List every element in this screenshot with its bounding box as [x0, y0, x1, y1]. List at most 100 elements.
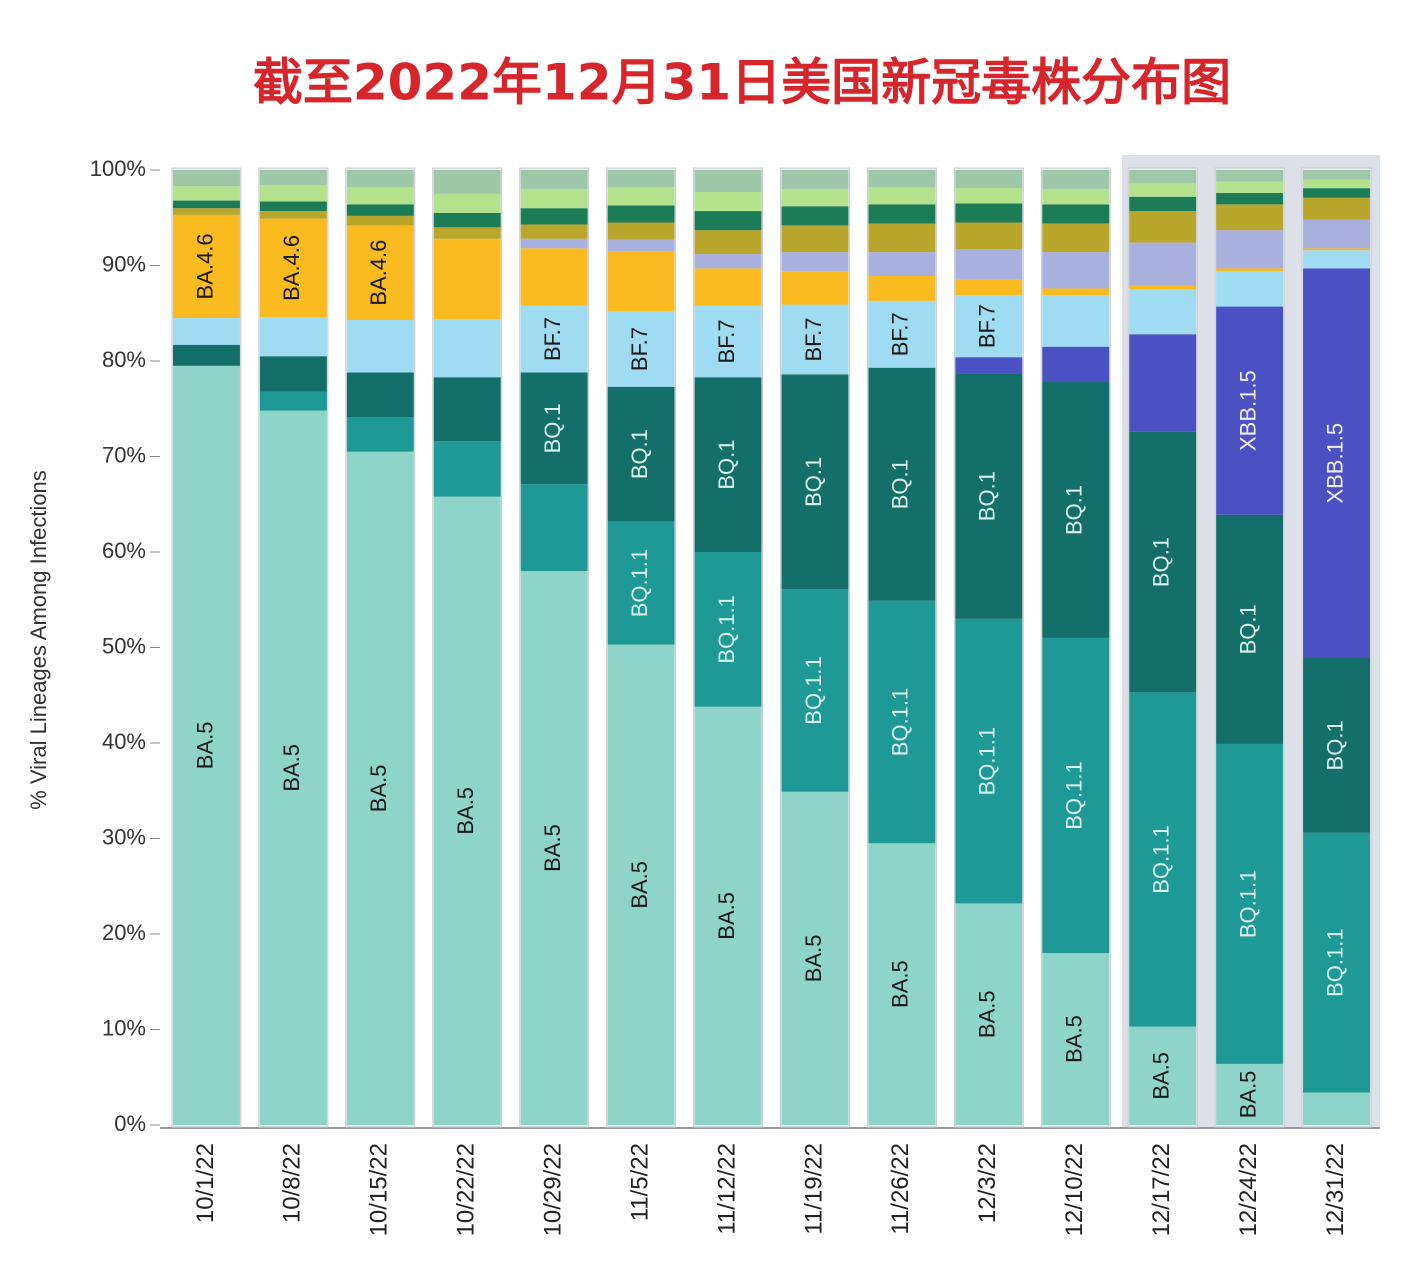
bar-segment [520, 372, 588, 485]
bar-segment [346, 170, 414, 188]
bar-segment [1303, 179, 1371, 189]
bar-segment [1216, 230, 1284, 269]
bar-segment [955, 373, 1023, 619]
bar-segment [1303, 188, 1371, 198]
bar-segment [1216, 743, 1284, 1064]
bar-segment [1303, 1092, 1371, 1125]
segment-label: BF.7 [975, 304, 1000, 348]
y-tick-label: 10% [102, 1015, 146, 1040]
bar-segment [520, 208, 588, 225]
bar-segment [607, 521, 675, 645]
bar-segment [694, 191, 762, 212]
bar-segment [1216, 1063, 1284, 1125]
x-tick-label: 11/19/22 [800, 1143, 827, 1235]
bar-segment [1216, 204, 1284, 231]
bar-segment [1303, 268, 1371, 659]
bar-segment [868, 252, 936, 277]
bar-segment [1303, 248, 1371, 251]
segment-label: BQ.1 [540, 403, 565, 453]
bar-segment [259, 170, 327, 186]
segment-label: BQ.1 [801, 457, 826, 507]
bar-segment [346, 215, 414, 226]
bar-segment [1129, 242, 1197, 286]
bar-segment [781, 374, 849, 590]
bar-segment [1129, 1026, 1197, 1125]
x-tick-label: 12/17/22 [1148, 1143, 1175, 1236]
bar-segment [607, 205, 675, 223]
bar-segment [607, 644, 675, 1125]
bar-segment [520, 224, 588, 239]
bar-segment [607, 222, 675, 240]
segment-label: BA.5 [714, 892, 739, 940]
bar-segment [433, 193, 501, 213]
bar-segment [694, 706, 762, 1125]
bar-segment [1303, 219, 1371, 249]
bar-segment [1042, 170, 1110, 190]
x-tick-label: 12/3/22 [974, 1143, 1001, 1223]
segment-label: BA.5 [975, 990, 1000, 1038]
bar-segment [1042, 637, 1110, 954]
y-tick-label: 60% [102, 538, 146, 563]
segment-label: BQ.1 [714, 440, 739, 490]
segment-label: BA.5 [279, 744, 304, 792]
bar-segment [1216, 514, 1284, 744]
segment-label: BA.5 [1235, 1071, 1260, 1119]
segment-label: BQ.1.1 [1148, 825, 1173, 893]
bar-segment [520, 248, 588, 306]
bar-segment [1042, 252, 1110, 289]
bar-segment [172, 318, 240, 345]
bar-segment [172, 200, 240, 209]
bar-segment [346, 451, 414, 1126]
bar-segment [1129, 285, 1197, 290]
bar-segment [868, 187, 936, 205]
bar-segment [1303, 658, 1371, 833]
bar-segment [346, 225, 414, 320]
bar-segment [781, 304, 849, 375]
segment-label: BA.5 [801, 935, 826, 983]
bar-segment [694, 552, 762, 707]
x-tick-label: 12/10/22 [1061, 1143, 1088, 1236]
segment-label: BA.5 [366, 765, 391, 813]
bar-segment [868, 204, 936, 224]
segment-label: BQ.1.1 [1235, 870, 1260, 938]
bar-segment [172, 170, 240, 187]
segment-label: BQ.1.1 [1062, 761, 1087, 829]
x-tick-label: 11/26/22 [887, 1143, 914, 1235]
bar-segment [259, 356, 327, 392]
bar-segment [1303, 197, 1371, 220]
bar-segment [433, 318, 501, 378]
bar-segment [1042, 346, 1110, 383]
segment-label: BF.7 [627, 327, 652, 371]
x-tick-label: 10/29/22 [540, 1143, 567, 1236]
segment-label: BA.4.6 [366, 240, 391, 306]
bar-segment [868, 276, 936, 301]
bar-segment [955, 295, 1023, 358]
bar-segment [259, 410, 327, 1125]
segment-label: BA.5 [627, 861, 652, 909]
bar-segment [520, 571, 588, 1125]
x-tick-label: 11/12/22 [713, 1143, 740, 1235]
bar-segment [781, 206, 849, 226]
segment-label: BF.7 [714, 319, 739, 363]
segment-label: BA.4.6 [192, 233, 217, 299]
bar-segment [1129, 211, 1197, 243]
bar-segment [433, 441, 501, 497]
bar-segment [955, 222, 1023, 250]
segment-label: BQ.1.1 [975, 727, 1000, 795]
bar-segment [694, 305, 762, 378]
bar-segment [520, 189, 588, 209]
segment-label: BA.5 [540, 824, 565, 872]
segment-label: BQ.1 [975, 471, 1000, 521]
bar-segment [1129, 692, 1197, 1027]
bar-segment [955, 903, 1023, 1125]
bar-segment [1042, 288, 1110, 296]
bar-segment [868, 300, 936, 368]
segment-label: BA.4.6 [279, 235, 304, 301]
bar-segment [781, 791, 849, 1125]
bar-segment [1216, 271, 1284, 307]
segment-label: BF.7 [801, 317, 826, 361]
x-tick-label: 10/15/22 [366, 1143, 393, 1236]
bar-segment [520, 305, 588, 373]
bar-segment [1042, 382, 1110, 638]
bar-segment [607, 386, 675, 522]
